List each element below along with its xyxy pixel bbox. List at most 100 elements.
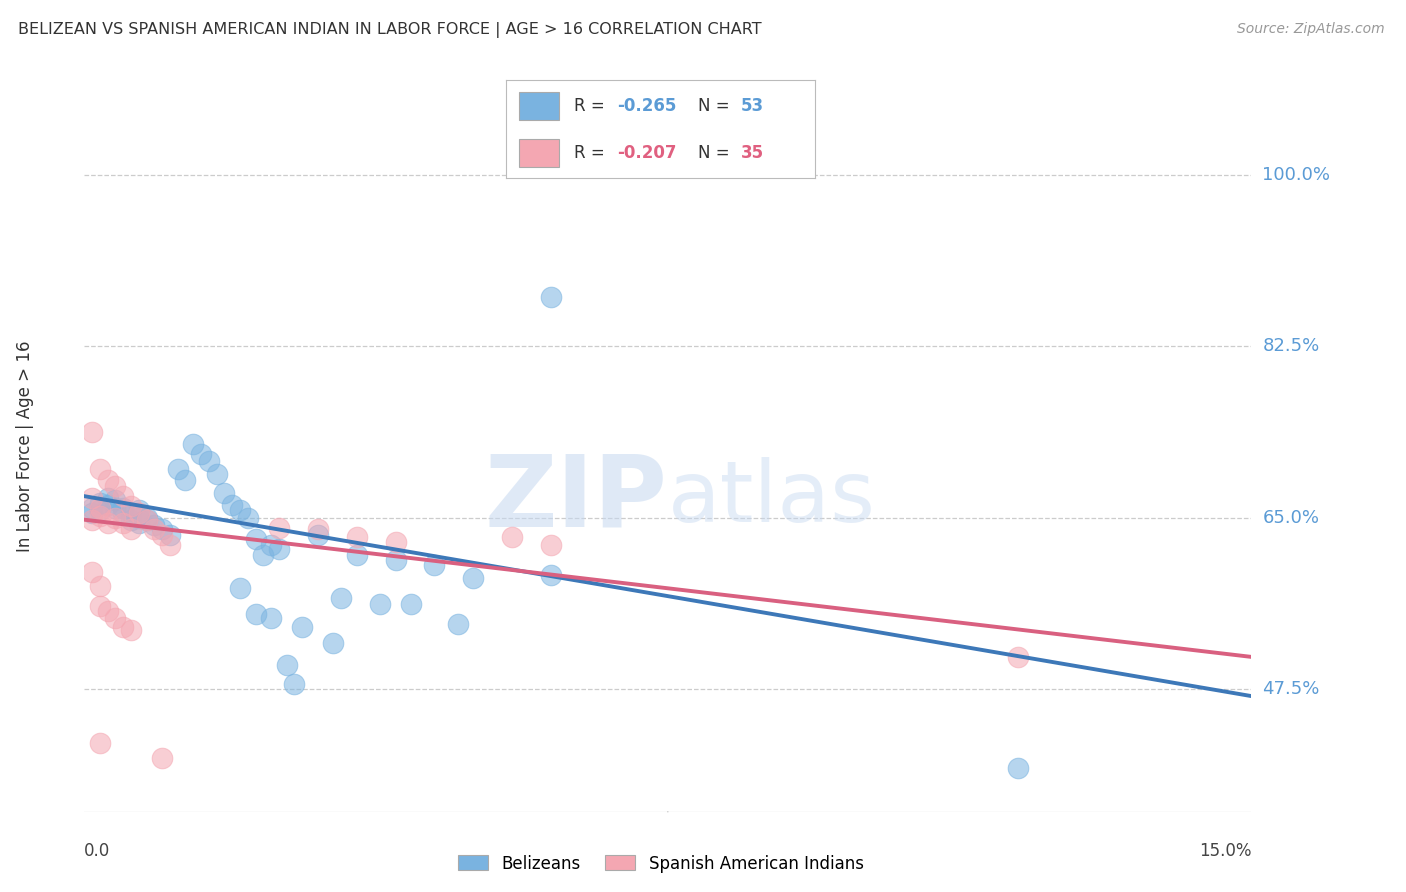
Point	[221, 498, 243, 512]
Text: In Labor Force | Age > 16: In Labor Force | Age > 16	[17, 340, 34, 552]
Point	[307, 523, 329, 537]
Text: R =: R =	[574, 144, 610, 161]
Point	[120, 513, 142, 527]
Point	[423, 558, 446, 572]
Point	[276, 657, 298, 672]
Point	[150, 751, 173, 765]
Point	[198, 454, 221, 468]
FancyBboxPatch shape	[519, 139, 558, 167]
Point	[82, 513, 104, 527]
Point	[463, 572, 485, 586]
Point	[260, 538, 283, 552]
Point	[104, 479, 127, 493]
Text: atlas: atlas	[668, 457, 876, 541]
Point	[89, 503, 111, 517]
Point	[229, 582, 252, 596]
Point	[120, 624, 142, 638]
Point	[120, 523, 142, 537]
Text: R =: R =	[574, 97, 610, 115]
Text: BELIZEAN VS SPANISH AMERICAN INDIAN IN LABOR FORCE | AGE > 16 CORRELATION CHART: BELIZEAN VS SPANISH AMERICAN INDIAN IN L…	[18, 22, 762, 38]
Point	[214, 486, 236, 500]
Point	[143, 523, 166, 537]
Point	[346, 548, 368, 562]
Point	[89, 508, 111, 523]
Text: 47.5%: 47.5%	[1263, 681, 1320, 698]
Point	[89, 496, 111, 510]
Point	[128, 503, 150, 517]
Point	[112, 620, 135, 634]
Text: 35: 35	[741, 144, 765, 161]
Text: 53: 53	[741, 97, 765, 115]
Point	[384, 535, 406, 549]
Point	[236, 510, 259, 524]
Point	[135, 513, 157, 527]
Point	[150, 523, 173, 537]
Point	[1007, 761, 1029, 775]
Point	[82, 425, 104, 439]
Point	[112, 506, 135, 520]
Text: Source: ZipAtlas.com: Source: ZipAtlas.com	[1237, 22, 1385, 37]
Point	[245, 533, 267, 547]
Point	[330, 591, 353, 606]
Point	[120, 506, 142, 520]
Text: 15.0%: 15.0%	[1199, 842, 1251, 860]
Point	[97, 498, 120, 512]
Point	[89, 599, 111, 613]
Point	[174, 474, 197, 488]
Point	[89, 500, 111, 515]
Text: N =: N =	[697, 144, 735, 161]
Point	[291, 620, 314, 634]
Point	[128, 506, 150, 520]
Point	[159, 528, 181, 542]
Point	[252, 548, 274, 562]
Point	[540, 538, 562, 552]
Point	[112, 500, 135, 515]
Point	[104, 493, 127, 508]
Point	[307, 528, 329, 542]
Point	[1007, 649, 1029, 664]
Point	[82, 500, 104, 515]
Point	[205, 467, 228, 481]
Point	[104, 610, 127, 624]
Point	[447, 616, 470, 631]
Point	[97, 604, 120, 618]
Point	[82, 491, 104, 505]
Point	[120, 499, 142, 513]
Point	[112, 516, 135, 530]
Text: N =: N =	[697, 97, 735, 115]
Point	[135, 513, 157, 527]
Text: -0.207: -0.207	[617, 144, 678, 161]
Point	[190, 447, 212, 461]
Point	[89, 579, 111, 593]
Text: 82.5%: 82.5%	[1263, 337, 1320, 355]
Point	[540, 290, 562, 304]
Point	[181, 437, 204, 451]
Text: -0.265: -0.265	[617, 97, 676, 115]
Point	[128, 516, 150, 530]
Point	[346, 530, 368, 544]
Point	[104, 510, 127, 524]
Point	[283, 677, 305, 691]
Point	[112, 489, 135, 503]
Point	[82, 565, 104, 579]
Point	[322, 636, 344, 650]
Point	[260, 610, 283, 624]
Point	[267, 520, 290, 534]
Point	[150, 528, 173, 542]
Point	[245, 607, 267, 621]
Point	[128, 510, 150, 524]
Point	[97, 516, 120, 530]
Text: 0.0: 0.0	[84, 842, 111, 860]
Point	[368, 597, 391, 611]
Text: 65.0%: 65.0%	[1263, 508, 1319, 527]
Point	[166, 461, 188, 475]
Point	[97, 491, 120, 505]
Point	[89, 736, 111, 750]
Point	[540, 567, 562, 582]
Point	[104, 500, 127, 515]
Point	[267, 542, 290, 557]
Point	[229, 503, 252, 517]
Text: ZIP: ZIP	[485, 450, 668, 547]
Point	[97, 474, 120, 488]
Point	[89, 461, 111, 475]
